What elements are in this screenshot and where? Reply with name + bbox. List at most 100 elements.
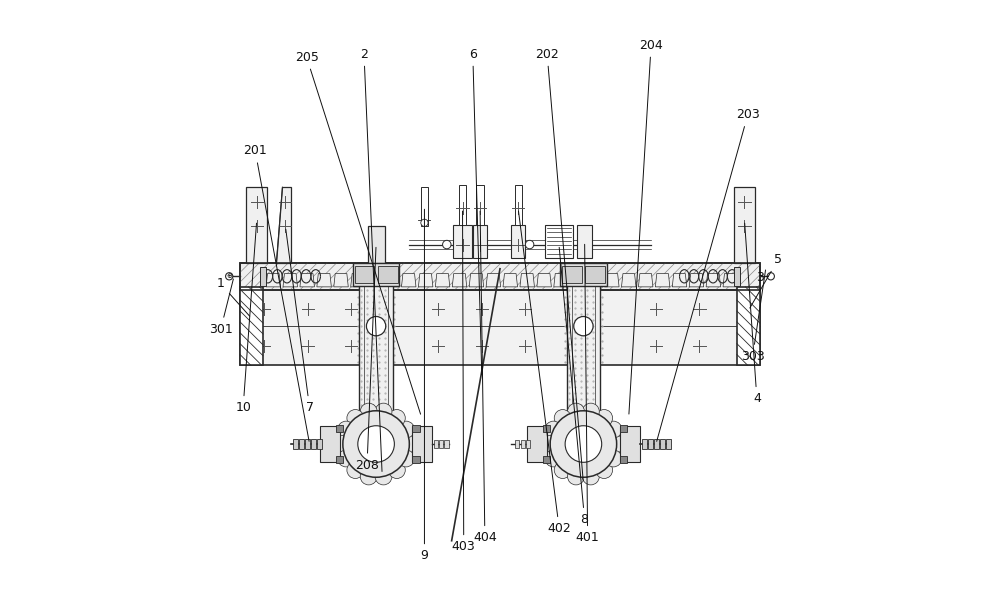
Text: 1: 1	[217, 278, 250, 316]
Circle shape	[582, 468, 599, 485]
Polygon shape	[588, 273, 602, 287]
Circle shape	[596, 462, 613, 478]
Bar	[421, 187, 428, 226]
Bar	[240, 287, 760, 365]
Bar	[240, 263, 760, 290]
Polygon shape	[385, 273, 399, 287]
Bar	[642, 439, 647, 449]
Bar	[620, 456, 627, 464]
Polygon shape	[638, 273, 653, 287]
Bar	[543, 456, 550, 464]
Bar	[526, 440, 530, 448]
Polygon shape	[605, 273, 619, 287]
Polygon shape	[486, 273, 501, 287]
Bar	[305, 439, 310, 449]
Polygon shape	[283, 273, 298, 287]
Polygon shape	[706, 273, 721, 287]
Polygon shape	[401, 273, 416, 287]
Circle shape	[596, 409, 613, 426]
Circle shape	[605, 450, 622, 467]
Bar	[368, 226, 385, 263]
Text: 4: 4	[745, 223, 761, 405]
Bar	[660, 439, 665, 449]
Bar	[577, 224, 592, 258]
Bar	[560, 263, 607, 285]
Bar	[444, 440, 449, 448]
Circle shape	[388, 409, 405, 426]
Bar	[734, 267, 740, 286]
Circle shape	[360, 468, 377, 485]
Circle shape	[525, 240, 534, 249]
Bar	[459, 185, 466, 224]
Polygon shape	[723, 273, 738, 287]
Circle shape	[421, 219, 428, 226]
Bar	[320, 426, 340, 462]
Bar	[545, 224, 573, 258]
Circle shape	[338, 421, 355, 438]
Polygon shape	[334, 273, 348, 287]
Bar	[515, 440, 519, 448]
Circle shape	[545, 450, 562, 467]
Bar	[654, 439, 659, 449]
Polygon shape	[418, 273, 433, 287]
Polygon shape	[276, 187, 291, 263]
Bar	[359, 263, 393, 432]
Text: 7: 7	[286, 229, 314, 414]
Text: 10: 10	[235, 223, 257, 414]
Polygon shape	[554, 273, 568, 287]
Bar	[412, 426, 432, 462]
Circle shape	[554, 462, 571, 478]
Polygon shape	[503, 273, 518, 287]
Circle shape	[343, 411, 409, 477]
Polygon shape	[537, 273, 551, 287]
Bar	[648, 439, 653, 449]
Text: 201: 201	[243, 145, 309, 441]
Circle shape	[338, 450, 355, 467]
Text: 5: 5	[750, 253, 782, 308]
Polygon shape	[368, 273, 382, 287]
Bar	[412, 425, 420, 432]
Bar	[476, 185, 484, 224]
Circle shape	[398, 421, 415, 438]
Bar	[353, 263, 399, 285]
Polygon shape	[469, 273, 484, 287]
Bar	[543, 425, 550, 432]
Bar	[336, 456, 343, 464]
Bar	[620, 425, 627, 432]
Bar	[515, 185, 522, 224]
Bar	[412, 456, 420, 464]
Text: 403: 403	[452, 211, 476, 553]
Bar	[311, 439, 316, 449]
Circle shape	[375, 468, 392, 485]
Circle shape	[582, 403, 599, 420]
Circle shape	[565, 426, 602, 462]
Polygon shape	[571, 273, 585, 287]
Circle shape	[767, 273, 774, 280]
Bar	[666, 439, 671, 449]
Polygon shape	[266, 273, 281, 287]
Circle shape	[334, 436, 351, 453]
Text: 401: 401	[576, 245, 600, 544]
Polygon shape	[621, 273, 636, 287]
Bar	[737, 287, 760, 365]
Bar	[317, 439, 322, 449]
Bar	[562, 267, 582, 283]
Bar	[240, 263, 760, 290]
Circle shape	[443, 240, 451, 249]
Text: 204: 204	[629, 38, 663, 414]
Circle shape	[401, 436, 418, 453]
Circle shape	[568, 468, 584, 485]
Polygon shape	[317, 273, 331, 287]
Circle shape	[550, 411, 617, 477]
Text: 6: 6	[469, 48, 482, 375]
Bar	[511, 224, 525, 258]
Text: 205: 205	[295, 51, 421, 414]
Text: 303: 303	[741, 270, 766, 363]
Circle shape	[358, 426, 394, 462]
Circle shape	[398, 450, 415, 467]
Bar	[246, 187, 267, 263]
Polygon shape	[452, 273, 467, 287]
Circle shape	[226, 273, 233, 280]
Text: 404: 404	[473, 211, 497, 544]
Circle shape	[568, 403, 584, 420]
